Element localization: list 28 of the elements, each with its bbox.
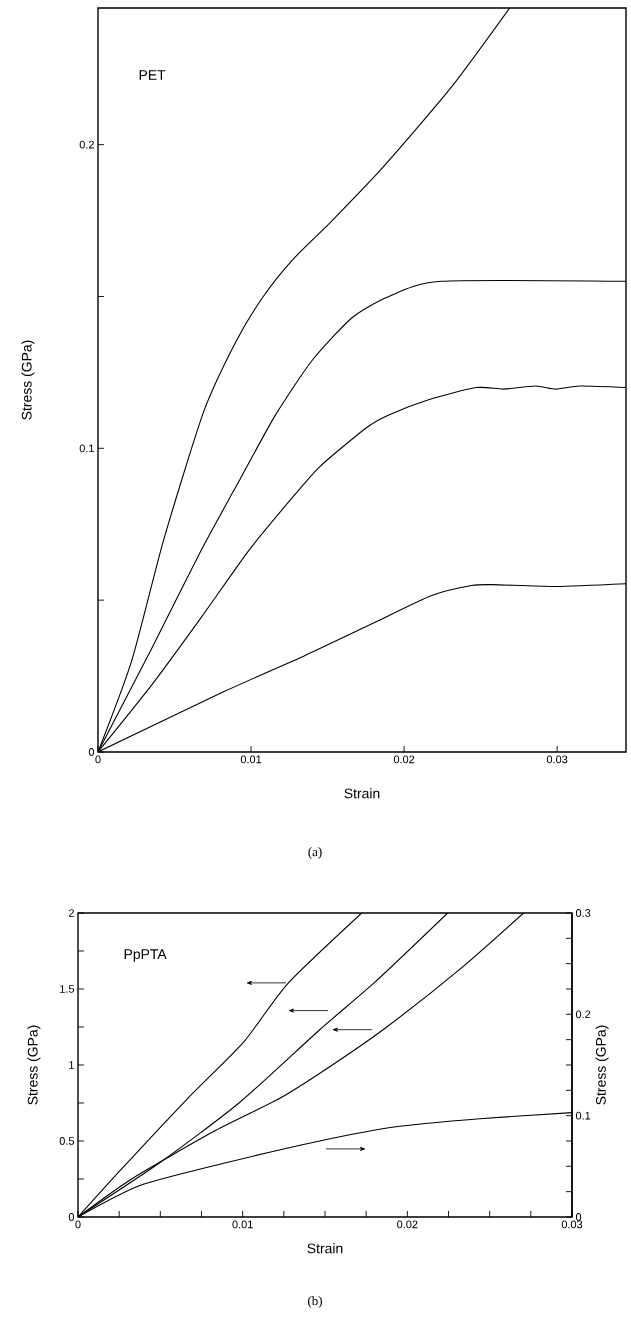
y-tick-label: 0.5 [59,1137,75,1145]
y-tick-label: 0 [68,1213,75,1221]
y2-tick-label: 0.1 [575,1111,591,1120]
annotation: PpPTA [124,949,167,962]
x-tick-label: 0.03 [561,1220,583,1229]
text: (a) [308,847,322,859]
y-tick-label: 0.1 [79,444,94,453]
text: (b) [308,1296,322,1308]
x-axis-title: Strain [307,1243,343,1254]
x-tick-label: 0.02 [393,755,415,764]
y-axis-title: Stress (GPa) [21,340,35,420]
x-tick-label: 0.02 [397,1220,418,1229]
y2-tick-label: 0.2 [575,1010,591,1019]
x-tick-label: 0.03 [546,755,568,764]
y2-tick-label: 0 [575,1213,582,1221]
x-tick-label: 0.01 [232,1220,253,1229]
y-tick-label: 0.2 [79,140,94,149]
y-axis-title: Stress (GPa) [27,1025,41,1105]
annotation: PET [139,70,166,80]
x-tick-label: 0 [95,755,101,764]
y-tick-label: 1.5 [60,985,75,993]
x-axis-title: Strain [344,788,380,799]
x-tick-label: 0.01 [240,755,262,764]
y2-tick-label: 0.3 [575,909,591,917]
y2-axis-title: Stress (GPa) [595,1025,609,1105]
y-tick-label: 0 [88,748,95,756]
y-tick-label: 2 [68,909,74,917]
y-tick-label: 1 [69,1061,74,1069]
